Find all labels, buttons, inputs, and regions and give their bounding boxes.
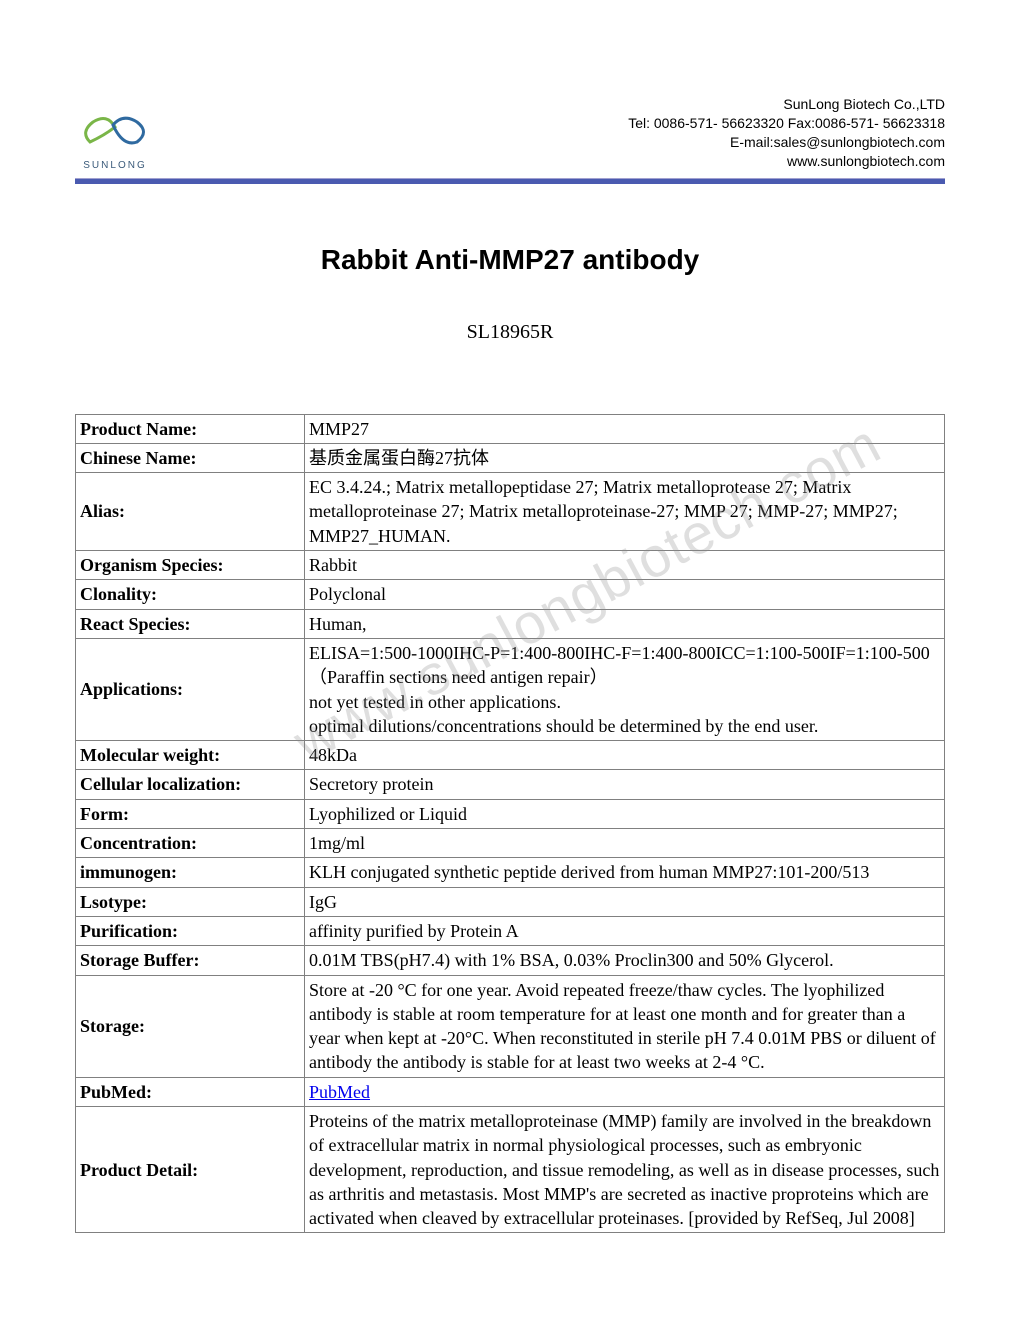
company-name: SunLong Biotech Co.,LTD bbox=[628, 95, 945, 114]
label-pubmed: PubMed: bbox=[76, 1077, 305, 1106]
table-row: Cellular localization: Secretory protein bbox=[76, 770, 945, 799]
company-info: SunLong Biotech Co.,LTD Tel: 0086-571- 5… bbox=[628, 95, 945, 171]
value-purification: affinity purified by Protein A bbox=[305, 916, 945, 945]
table-row: Product Name: MMP27 bbox=[76, 414, 945, 443]
label-storage: Storage: bbox=[76, 975, 305, 1077]
company-email: E-mail:sales@sunlongbiotech.com bbox=[628, 133, 945, 152]
value-chinese-name: 基质金属蛋白酶27抗体 bbox=[305, 443, 945, 472]
label-immunogen: immunogen: bbox=[76, 858, 305, 887]
table-row: Applications: ELISA=1:500-1000IHC-P=1:40… bbox=[76, 638, 945, 740]
table-row: Concentration: 1mg/ml bbox=[76, 829, 945, 858]
pubmed-link[interactable]: PubMed bbox=[309, 1082, 370, 1102]
company-website: www.sunlongbiotech.com bbox=[628, 152, 945, 171]
value-clonality: Polyclonal bbox=[305, 580, 945, 609]
label-purification: Purification: bbox=[76, 916, 305, 945]
table-row: Product Detail: Proteins of the matrix m… bbox=[76, 1106, 945, 1232]
table-row: Chinese Name: 基质金属蛋白酶27抗体 bbox=[76, 443, 945, 472]
value-lsotype: IgG bbox=[305, 887, 945, 916]
label-concentration: Concentration: bbox=[76, 829, 305, 858]
spec-table: Product Name: MMP27 Chinese Name: 基质金属蛋白… bbox=[75, 414, 945, 1234]
table-row: immunogen: KLH conjugated synthetic pept… bbox=[76, 858, 945, 887]
value-buffer: 0.01M TBS(pH7.4) with 1% BSA, 0.03% Proc… bbox=[305, 946, 945, 975]
label-mw: Molecular weight: bbox=[76, 741, 305, 770]
company-telfax: Tel: 0086-571- 56623320 Fax:0086-571- 56… bbox=[628, 114, 945, 133]
label-detail: Product Detail: bbox=[76, 1106, 305, 1232]
product-code: SL18965R bbox=[75, 321, 945, 344]
value-storage: Store at -20 °C for one year. Avoid repe… bbox=[305, 975, 945, 1077]
value-react: Human, bbox=[305, 609, 945, 638]
label-organism: Organism Species: bbox=[76, 551, 305, 580]
label-chinese-name: Chinese Name: bbox=[76, 443, 305, 472]
label-product-name: Product Name: bbox=[76, 414, 305, 443]
table-row: Clonality: Polyclonal bbox=[76, 580, 945, 609]
value-pubmed: PubMed bbox=[305, 1077, 945, 1106]
table-row: Organism Species: Rabbit bbox=[76, 551, 945, 580]
label-form: Form: bbox=[76, 799, 305, 828]
label-alias: Alias: bbox=[76, 473, 305, 551]
table-row: PubMed: PubMed bbox=[76, 1077, 945, 1106]
table-row: Purification: affinity purified by Prote… bbox=[76, 916, 945, 945]
page-title: Rabbit Anti-MMP27 antibody bbox=[75, 244, 945, 276]
table-row: Storage Buffer: 0.01M TBS(pH7.4) with 1%… bbox=[76, 946, 945, 975]
label-localization: Cellular localization: bbox=[76, 770, 305, 799]
value-alias: EC 3.4.24.; Matrix metallopeptidase 27; … bbox=[305, 473, 945, 551]
table-row: Molecular weight: 48kDa bbox=[76, 741, 945, 770]
label-lsotype: Lsotype: bbox=[76, 887, 305, 916]
value-applications: ELISA=1:500-1000IHC-P=1:400-800IHC-F=1:4… bbox=[305, 638, 945, 740]
table-row: Alias: EC 3.4.24.; Matrix metallopeptida… bbox=[76, 473, 945, 551]
label-clonality: Clonality: bbox=[76, 580, 305, 609]
value-organism: Rabbit bbox=[305, 551, 945, 580]
label-buffer: Storage Buffer: bbox=[76, 946, 305, 975]
value-localization: Secretory protein bbox=[305, 770, 945, 799]
table-row: React Species: Human, bbox=[76, 609, 945, 638]
value-form: Lyophilized or Liquid bbox=[305, 799, 945, 828]
value-immunogen: KLH conjugated synthetic peptide derived… bbox=[305, 858, 945, 887]
label-react: React Species: bbox=[76, 609, 305, 638]
table-row: Form: Lyophilized or Liquid bbox=[76, 799, 945, 828]
company-logo: SUNLONG bbox=[75, 107, 155, 171]
value-mw: 48kDa bbox=[305, 741, 945, 770]
table-row: Lsotype: IgG bbox=[76, 887, 945, 916]
value-product-name: MMP27 bbox=[305, 414, 945, 443]
logo-text: SUNLONG bbox=[83, 160, 146, 171]
label-applications: Applications: bbox=[76, 638, 305, 740]
value-concentration: 1mg/ml bbox=[305, 829, 945, 858]
header-divider bbox=[75, 179, 945, 184]
table-row: Storage: Store at -20 °C for one year. A… bbox=[76, 975, 945, 1077]
value-detail: Proteins of the matrix metalloproteinase… bbox=[305, 1106, 945, 1232]
